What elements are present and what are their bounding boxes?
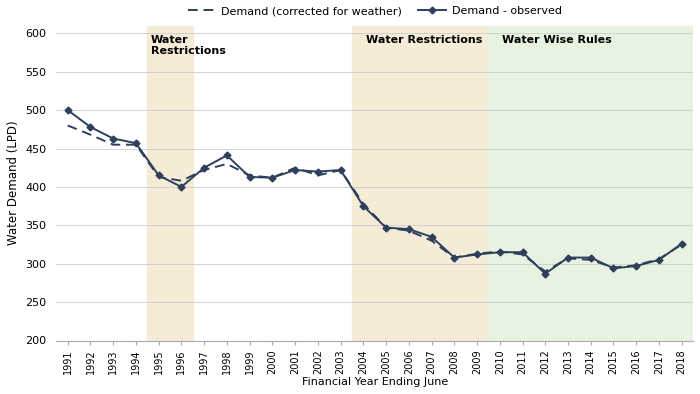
Demand (corrected for weather): [632, 263, 640, 268]
Demand - observed: [314, 169, 322, 174]
Demand - observed: [200, 165, 209, 170]
Demand (corrected for weather): [314, 173, 322, 178]
X-axis label: Financial Year Ending June: Financial Year Ending June: [302, 377, 448, 387]
Text: Water Wise Rules: Water Wise Rules: [502, 35, 612, 45]
Demand (corrected for weather): [268, 175, 277, 180]
Text: Water
Restrictions: Water Restrictions: [150, 35, 225, 56]
Demand (corrected for weather): [678, 242, 686, 247]
Demand - observed: [223, 153, 231, 158]
Demand (corrected for weather): [496, 249, 504, 254]
Demand (corrected for weather): [223, 162, 231, 166]
Demand (corrected for weather): [200, 168, 209, 173]
Demand (corrected for weather): [473, 251, 481, 256]
Demand (corrected for weather): [587, 258, 595, 262]
Bar: [352, 26, 489, 340]
Bar: [147, 26, 193, 340]
Demand - observed: [337, 168, 345, 173]
Demand - observed: [587, 255, 595, 260]
Demand (corrected for weather): [541, 269, 550, 274]
Demand (corrected for weather): [405, 229, 413, 233]
Demand (corrected for weather): [109, 142, 118, 147]
Demand (corrected for weather): [64, 123, 72, 128]
Demand (corrected for weather): [609, 265, 617, 270]
Demand - observed: [132, 141, 140, 145]
Demand (corrected for weather): [654, 257, 663, 262]
Line: Demand - observed: Demand - observed: [65, 108, 684, 276]
Demand (corrected for weather): [450, 255, 459, 260]
Demand - observed: [359, 204, 368, 208]
Demand (corrected for weather): [564, 256, 572, 261]
Demand (corrected for weather): [177, 178, 186, 183]
Demand - observed: [609, 266, 617, 271]
Bar: [489, 26, 693, 340]
Demand (corrected for weather): [337, 168, 345, 173]
Demand (corrected for weather): [359, 201, 368, 206]
Demand - observed: [496, 250, 504, 255]
Demand - observed: [654, 258, 663, 262]
Demand (corrected for weather): [86, 132, 94, 137]
Demand - observed: [291, 168, 300, 173]
Demand (corrected for weather): [246, 173, 254, 178]
Demand - observed: [678, 242, 686, 246]
Demand (corrected for weather): [428, 238, 436, 243]
Line: Demand (corrected for weather): Demand (corrected for weather): [68, 125, 682, 271]
Demand (corrected for weather): [382, 225, 391, 230]
Demand (corrected for weather): [291, 165, 300, 170]
Demand (corrected for weather): [155, 175, 163, 179]
Demand - observed: [109, 136, 118, 141]
Demand - observed: [177, 184, 186, 189]
Demand - observed: [86, 125, 94, 129]
Demand - observed: [155, 173, 163, 178]
Demand - observed: [382, 225, 391, 230]
Demand - observed: [405, 227, 413, 232]
Legend: Demand (corrected for weather), Demand - observed: Demand (corrected for weather), Demand -…: [188, 6, 562, 16]
Demand - observed: [428, 234, 436, 239]
Demand - observed: [64, 108, 72, 113]
Demand - observed: [564, 255, 572, 260]
Demand - observed: [632, 264, 640, 268]
Demand - observed: [450, 255, 459, 260]
Demand (corrected for weather): [518, 252, 526, 257]
Demand - observed: [518, 250, 526, 255]
Text: Water Restrictions: Water Restrictions: [365, 35, 482, 45]
Demand - observed: [473, 252, 481, 257]
Demand - observed: [541, 271, 550, 276]
Demand - observed: [268, 175, 277, 180]
Demand - observed: [246, 175, 254, 179]
Y-axis label: Water Demand (LPD): Water Demand (LPD): [7, 121, 20, 245]
Demand (corrected for weather): [132, 142, 140, 147]
